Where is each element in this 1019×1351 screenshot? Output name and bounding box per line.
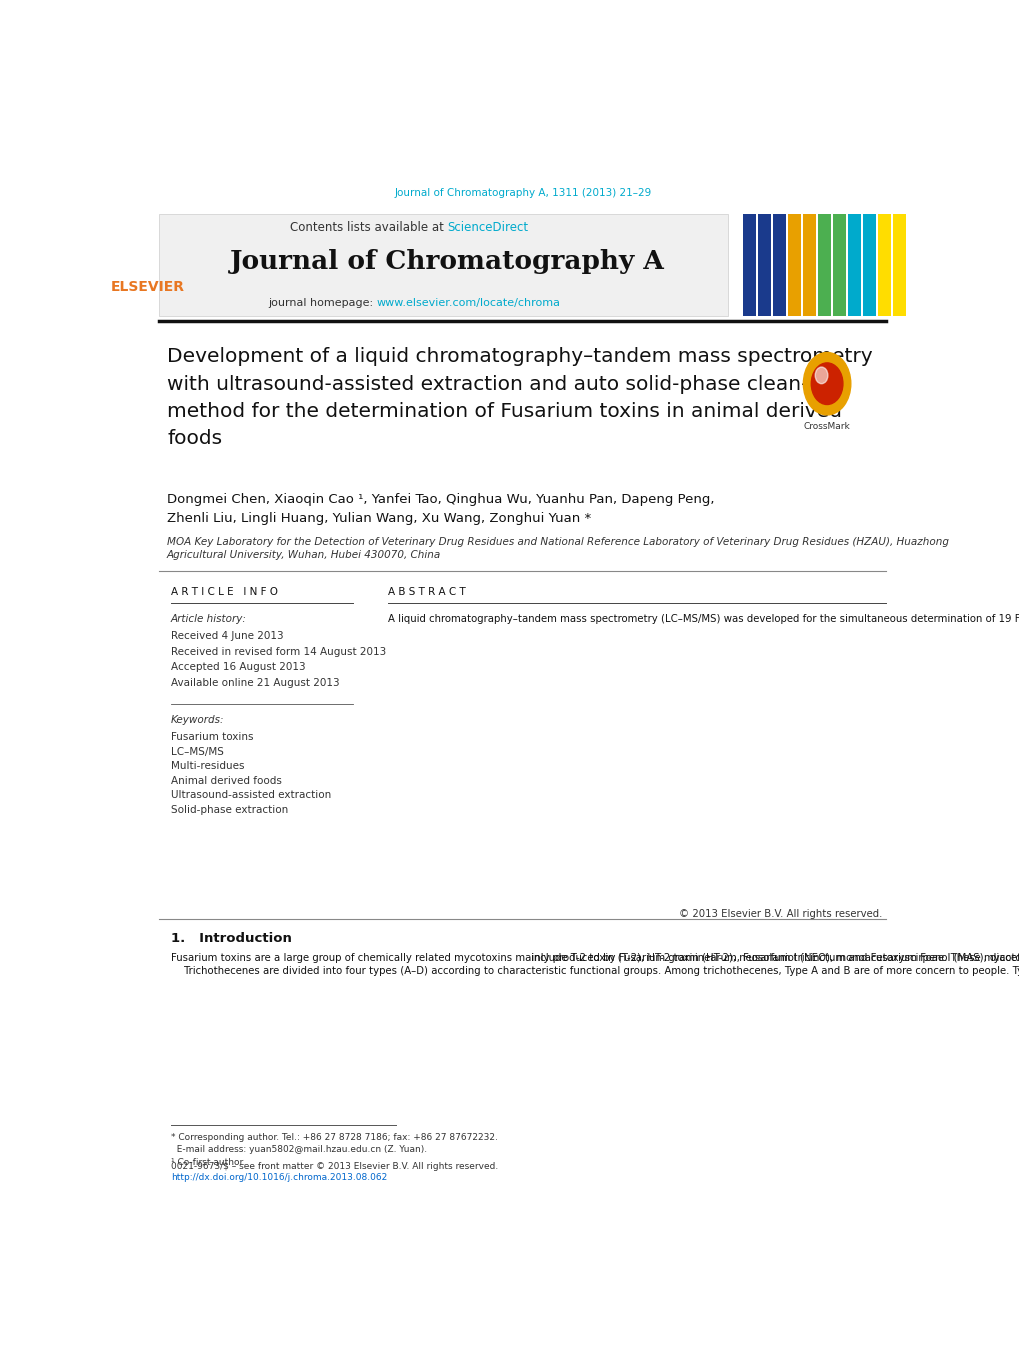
Text: www.elsevier.com/locate/chroma: www.elsevier.com/locate/chroma xyxy=(376,297,560,308)
Bar xyxy=(787,213,800,316)
Text: Fusarium toxins: Fusarium toxins xyxy=(171,732,254,742)
Text: © 2013 Elsevier B.V. All rights reserved.: © 2013 Elsevier B.V. All rights reserved… xyxy=(679,909,881,919)
Text: Animal derived foods: Animal derived foods xyxy=(171,775,281,786)
Text: * Corresponding author. Tel.: +86 27 8728 7186; fax: +86 27 87672232.
  E-mail a: * Corresponding author. Tel.: +86 27 872… xyxy=(171,1132,497,1167)
Text: Available online 21 August 2013: Available online 21 August 2013 xyxy=(171,678,339,688)
Text: Received 4 June 2013: Received 4 June 2013 xyxy=(171,631,283,642)
Circle shape xyxy=(803,353,850,415)
Text: A liquid chromatography–tandem mass spectrometry (LC–MS/MS) was developed for th: A liquid chromatography–tandem mass spec… xyxy=(388,613,1019,624)
Bar xyxy=(802,213,815,316)
Text: ELSEVIER: ELSEVIER xyxy=(110,280,184,295)
Bar xyxy=(832,213,845,316)
Bar xyxy=(817,213,830,316)
Bar xyxy=(771,213,786,316)
Text: LC–MS/MS: LC–MS/MS xyxy=(171,747,223,757)
Text: 1.   Introduction: 1. Introduction xyxy=(171,932,291,944)
Text: Solid-phase extraction: Solid-phase extraction xyxy=(171,805,288,815)
Text: ScienceDirect: ScienceDirect xyxy=(447,222,528,234)
Text: 0021-9673/$ – see front matter © 2013 Elsevier B.V. All rights reserved.: 0021-9673/$ – see front matter © 2013 El… xyxy=(171,1162,497,1171)
Text: Received in revised form 14 August 2013: Received in revised form 14 August 2013 xyxy=(171,647,386,657)
Bar xyxy=(892,213,905,316)
Text: Article history:: Article history: xyxy=(171,613,247,624)
Circle shape xyxy=(810,363,842,404)
Text: Accepted 16 August 2013: Accepted 16 August 2013 xyxy=(171,662,306,673)
Bar xyxy=(159,213,728,316)
Text: Fusarium toxins are a large group of chemically related mycotoxins mainly produc: Fusarium toxins are a large group of che… xyxy=(171,952,1019,977)
Text: A B S T R A C T: A B S T R A C T xyxy=(388,586,466,597)
Text: Multi-residues: Multi-residues xyxy=(171,762,245,771)
Text: CrossMark: CrossMark xyxy=(803,422,850,431)
Circle shape xyxy=(814,367,827,384)
Text: journal homepage:: journal homepage: xyxy=(268,297,376,308)
Text: Ultrasound-assisted extraction: Ultrasound-assisted extraction xyxy=(171,790,331,800)
Text: http://dx.doi.org/10.1016/j.chroma.2013.08.062: http://dx.doi.org/10.1016/j.chroma.2013.… xyxy=(171,1173,387,1182)
Bar xyxy=(862,213,875,316)
Text: Contents lists available at: Contents lists available at xyxy=(289,222,447,234)
Text: MOA Key Laboratory for the Detection of Veterinary Drug Residues and National Re: MOA Key Laboratory for the Detection of … xyxy=(167,536,948,559)
Text: Development of a liquid chromatography–tandem mass spectrometry
with ultrasound-: Development of a liquid chromatography–t… xyxy=(167,347,872,449)
Bar xyxy=(742,213,755,316)
Text: Keywords:: Keywords: xyxy=(171,715,224,724)
Text: Journal of Chromatography A: Journal of Chromatography A xyxy=(230,250,664,274)
Text: Dongmei Chen, Xiaoqin Cao ¹, Yanfei Tao, Qinghua Wu, Yuanhu Pan, Dapeng Peng,
Zh: Dongmei Chen, Xiaoqin Cao ¹, Yanfei Tao,… xyxy=(167,493,714,526)
Text: include T-2 toxin (T-2), HT-2 toxin (HT-2), neosolaniol (NEO), monoacetoxyscirpe: include T-2 toxin (T-2), HT-2 toxin (HT-… xyxy=(530,952,1019,963)
Bar xyxy=(847,213,860,316)
Bar xyxy=(876,213,891,316)
Bar xyxy=(757,213,770,316)
Text: Journal of Chromatography A, 1311 (2013) 21–29: Journal of Chromatography A, 1311 (2013)… xyxy=(393,188,651,199)
Text: A R T I C L E   I N F O: A R T I C L E I N F O xyxy=(171,586,278,597)
